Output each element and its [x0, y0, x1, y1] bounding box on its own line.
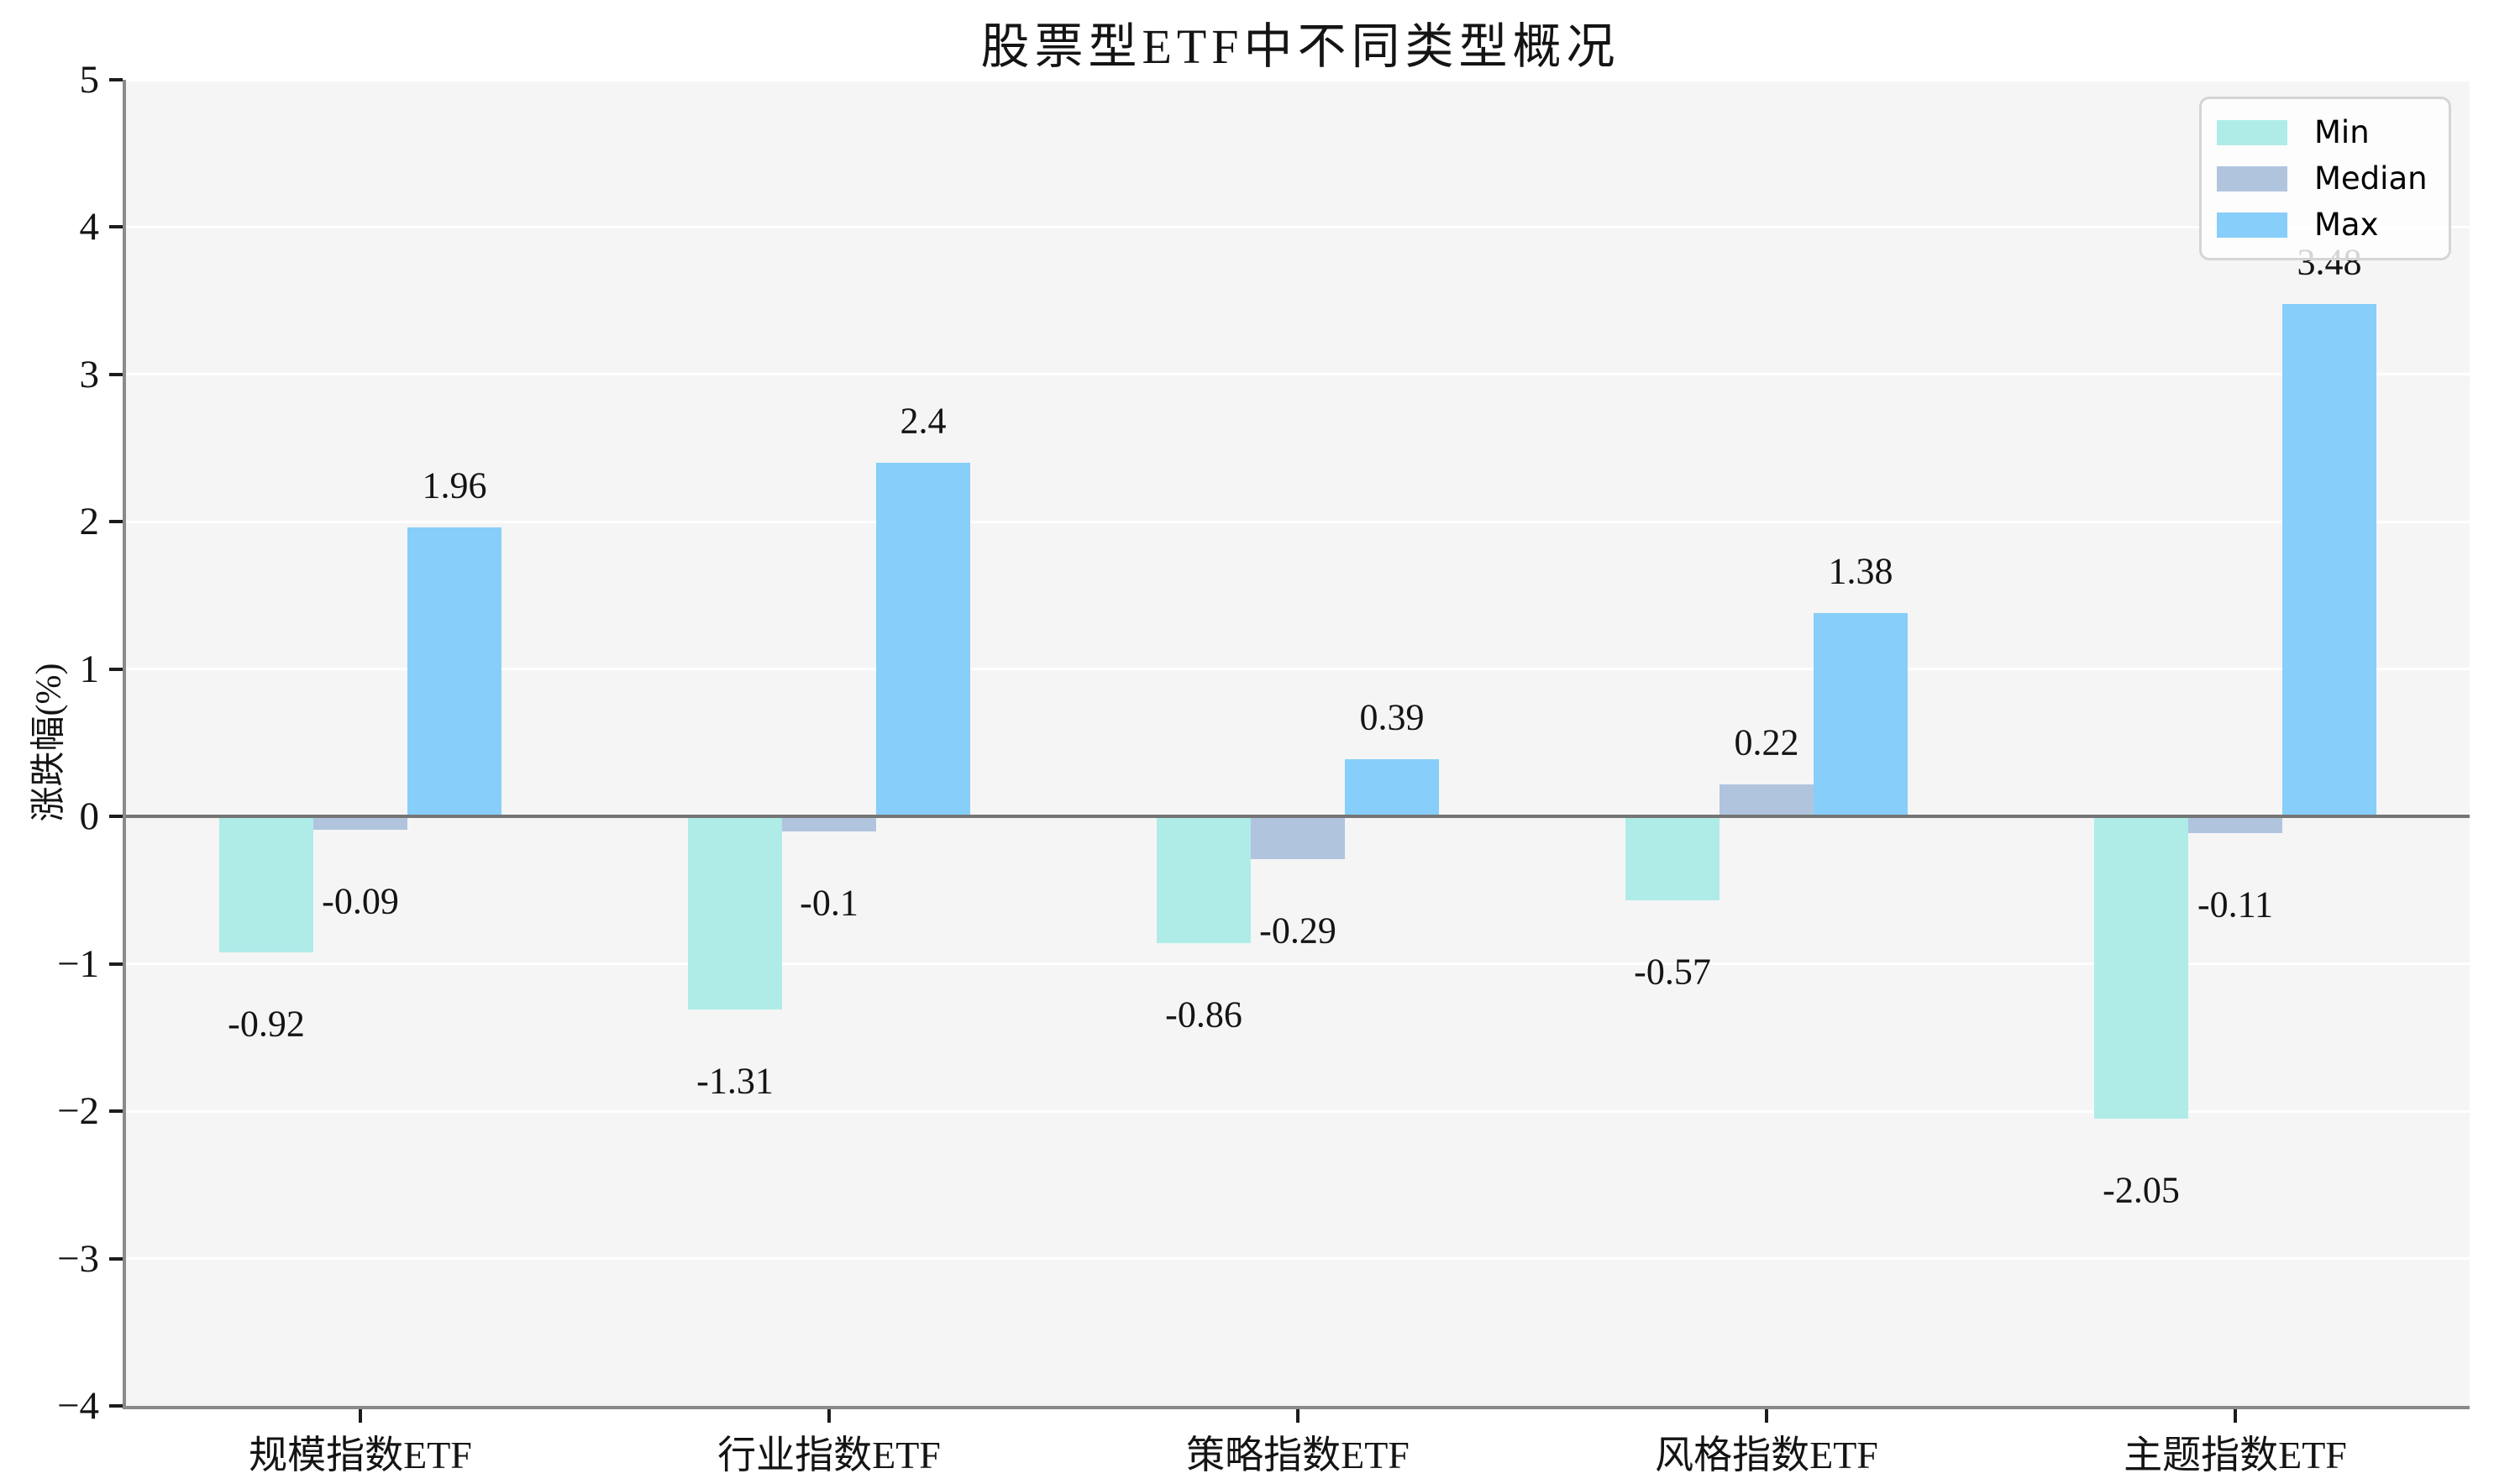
legend-item-max: Max [2202, 207, 2449, 243]
value-label-min-3: -0.57 [1634, 951, 1711, 993]
value-label-min-4: -2.05 [2103, 1169, 2180, 1211]
value-label-max-0: 1.96 [422, 464, 487, 506]
value-label-max-3: 1.38 [1828, 550, 1893, 592]
legend-label-min: Min [2314, 114, 2370, 150]
x-tick-label-1: 行业指数ETF [717, 1434, 941, 1476]
bar-median-1 [782, 816, 876, 831]
y-tick-0 [109, 815, 123, 819]
gridline-5 [126, 78, 2470, 81]
y-axis-label: 涨跌幅(%) [29, 663, 69, 822]
bar-max-4 [2282, 303, 2376, 817]
x-tick-3 [1765, 1409, 1768, 1423]
value-label-median-2: -0.29 [1259, 910, 1336, 952]
y-tick--2 [109, 1109, 123, 1114]
x-tick-label-0: 规模指数ETF [249, 1434, 472, 1476]
legend-swatch-median [2217, 165, 2287, 191]
legend-swatch-max [2217, 212, 2287, 238]
y-tick-label-1: 1 [79, 647, 100, 691]
plot-area: 5 4 3 2 1 0 −1 −2 −3 −4 规模指数ETF 行业指数ETF 策略指数ETF 风格指数E… [57, 58, 2470, 1476]
y-tick-2 [109, 520, 123, 524]
y-tick-label-2: 2 [79, 500, 100, 544]
bar-min-4 [2094, 816, 2188, 1119]
legend-item-median: Median [2202, 160, 2449, 197]
y-tick-label--1: −1 [56, 941, 99, 986]
bar-median-4 [2188, 816, 2282, 833]
bar-min-1 [688, 816, 782, 1010]
y-tick-5 [109, 78, 123, 81]
bar-min-2 [1157, 816, 1251, 944]
bar-max-1 [876, 463, 970, 817]
value-label-min-0: -0.92 [228, 1003, 305, 1045]
x-tick-2 [1296, 1409, 1300, 1423]
gridline-3 [126, 373, 2470, 376]
y-tick-label--3: −3 [56, 1236, 99, 1281]
value-label-median-1: -0.1 [800, 882, 858, 924]
bar-min-3 [1625, 816, 1720, 901]
gridline-1 [126, 668, 2470, 671]
y-tick-label-5: 5 [79, 58, 100, 102]
bar-max-2 [1345, 758, 1439, 817]
zero-line [126, 815, 2470, 819]
chart-title: 股票型ETF中不同类型概况 [980, 19, 1620, 74]
bar-max-0 [407, 527, 501, 817]
legend-label-median: Median [2314, 160, 2428, 197]
value-label-min-2: -0.86 [1165, 994, 1242, 1036]
y-tick--3 [109, 1256, 123, 1261]
y-tick-label-0: 0 [79, 794, 100, 839]
value-label-median-4: -0.11 [2197, 884, 2274, 926]
bar-median-0 [313, 816, 407, 830]
y-tick-label-3: 3 [79, 352, 100, 396]
gridline-2 [126, 520, 2470, 523]
value-label-min-1: -1.31 [696, 1060, 774, 1102]
bar-min-0 [219, 816, 313, 952]
value-label-median-3: 0.22 [1734, 721, 1799, 763]
gridline--1 [126, 962, 2470, 966]
x-tick-0 [359, 1409, 362, 1423]
value-label-median-0: -0.09 [322, 880, 399, 922]
legend-item-min: Min [2202, 114, 2449, 150]
bar-max-3 [1814, 613, 1908, 817]
y-tick-label--2: −2 [56, 1089, 99, 1134]
y-tick-label--4: −4 [56, 1384, 99, 1428]
value-label-max-2: 0.39 [1359, 696, 1425, 738]
x-tick-label-2: 策略指数ETF [1186, 1434, 1410, 1476]
bar-median-3 [1720, 784, 1814, 817]
y-tick-label-4: 4 [79, 205, 100, 249]
y-tick-1 [109, 667, 123, 671]
y-tick-4 [109, 225, 123, 229]
x-tick-1 [827, 1409, 831, 1423]
x-tick-label-4: 主题指数ETF [2124, 1434, 2347, 1476]
gridline--2 [126, 1109, 2470, 1113]
bar-median-2 [1251, 816, 1345, 860]
gridline-4 [126, 225, 2470, 228]
gridline--3 [126, 1257, 2470, 1261]
x-tick-4 [2234, 1409, 2237, 1423]
y-tick-3 [109, 372, 123, 376]
value-label-max-1: 2.4 [900, 400, 947, 442]
y-tick--4 [109, 1404, 123, 1408]
y-tick--1 [109, 962, 123, 966]
legend-label-max: Max [2314, 207, 2379, 243]
x-tick-label-3: 风格指数ETF [1655, 1434, 1878, 1476]
legend: Min Median Max [2199, 97, 2451, 260]
legend-swatch-min [2217, 119, 2287, 145]
